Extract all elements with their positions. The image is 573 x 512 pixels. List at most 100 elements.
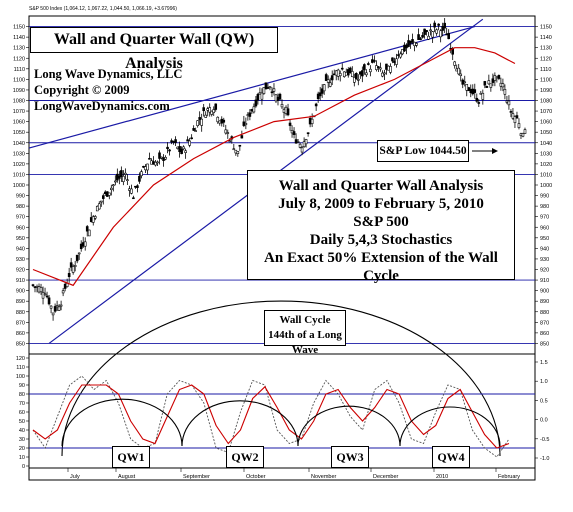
- info-line-2: July 8, 2009 to February 5, 2010: [278, 196, 484, 212]
- price-tick-label-left: 1050: [13, 130, 25, 136]
- price-candle: [338, 73, 342, 77]
- price-candle: [95, 206, 99, 212]
- price-candle: [503, 89, 507, 95]
- price-tick-label-right: 1070: [540, 109, 552, 115]
- price-candle: [150, 160, 153, 165]
- stoch-tick-label-right: -0.5: [540, 437, 549, 443]
- analysis-info-box: Wall and Quarter Wall Analysis July 8, 2…: [247, 170, 515, 284]
- stoch-tick-label: 50: [19, 419, 25, 425]
- price-tick-label-left: 910: [16, 278, 25, 284]
- price-candle: [469, 88, 473, 94]
- price-candle: [437, 23, 440, 26]
- price-tick-label-left: 1010: [13, 172, 25, 178]
- price-candle: [298, 143, 302, 148]
- price-candle: [148, 157, 151, 160]
- price-candle: [391, 57, 394, 62]
- price-candle: [509, 111, 513, 113]
- price-candle: [507, 100, 511, 106]
- price-candle: [290, 130, 294, 134]
- price-candle: [401, 49, 404, 55]
- price-candle: [387, 65, 390, 71]
- stoch-tick-label: 0: [22, 464, 25, 470]
- price-candle: [87, 229, 91, 237]
- price-tick-label-right: 1140: [540, 35, 552, 41]
- qw4-label: QW4: [432, 446, 470, 468]
- price-tick-label-right: 870: [540, 320, 549, 326]
- stoch-tick-label-right: 1.0: [540, 379, 548, 385]
- price-candle: [186, 139, 189, 142]
- price-candle: [160, 156, 163, 159]
- stoch-tick-label-right: 0.5: [540, 398, 548, 404]
- price-candle: [146, 163, 149, 171]
- price-candle: [455, 68, 459, 72]
- price-tick-label-left: 1040: [13, 141, 25, 147]
- price-tick-label-right: 900: [540, 289, 549, 295]
- upper-trendline: [28, 25, 475, 149]
- price-candle: [206, 108, 210, 111]
- price-candle: [130, 188, 133, 194]
- price-candle: [288, 122, 292, 126]
- price-candle: [166, 146, 169, 150]
- month-label: September: [183, 474, 210, 480]
- price-candle: [433, 22, 436, 28]
- price-candle: [55, 305, 59, 308]
- price-candle: [93, 216, 97, 219]
- price-tick-label-right: 860: [540, 331, 549, 337]
- price-candle: [395, 58, 398, 65]
- price-candle: [176, 146, 179, 149]
- price-candle: [521, 133, 525, 137]
- wall-cycle-line-1: Wall Cycle: [279, 314, 331, 326]
- price-candle: [136, 185, 139, 188]
- price-candle: [463, 81, 467, 84]
- price-tick-label-left: 870: [16, 320, 25, 326]
- price-candle: [342, 71, 346, 77]
- price-candle: [302, 141, 306, 148]
- price-candle: [43, 293, 47, 296]
- price-candle: [152, 161, 155, 165]
- price-tick-label-right: 1050: [540, 130, 552, 136]
- stochastic-slow-line: [32, 384, 510, 449]
- price-candle: [361, 70, 364, 77]
- price-candle: [318, 92, 322, 97]
- stoch-tick-label: 80: [19, 392, 25, 398]
- price-candle: [363, 64, 366, 71]
- price-candle: [306, 132, 310, 135]
- price-tick-label-left: 970: [16, 215, 25, 221]
- price-candle: [280, 104, 284, 108]
- price-tick-label-right: 1060: [540, 120, 552, 126]
- price-candle: [330, 75, 334, 81]
- price-tick-label-left: 860: [16, 331, 25, 337]
- credit-website: LongWaveDynamics.com: [34, 99, 170, 113]
- price-candle: [63, 283, 67, 289]
- price-candle: [75, 254, 79, 262]
- quarter-wall-arc-4: [399, 406, 501, 447]
- price-tick-label-right: 990: [540, 194, 549, 200]
- stoch-tick-label: 110: [16, 365, 25, 371]
- quarter-wall-arc-1: [61, 398, 183, 447]
- price-candle: [445, 33, 448, 36]
- price-candle: [51, 312, 55, 316]
- price-candle: [453, 61, 457, 66]
- price-candle: [57, 306, 61, 311]
- price-candle: [473, 89, 477, 93]
- price-candle: [481, 92, 485, 100]
- price-tick-label-right: 1150: [540, 25, 552, 31]
- price-candle: [389, 66, 392, 73]
- price-candle: [427, 35, 430, 40]
- qw1-label: QW1: [112, 446, 150, 468]
- price-candle: [417, 34, 420, 40]
- price-candle: [371, 59, 374, 63]
- price-tick-label-left: 1070: [13, 109, 25, 115]
- price-candle: [79, 243, 83, 250]
- price-candle: [365, 72, 368, 76]
- price-tick-label-right: 1080: [540, 99, 552, 105]
- price-candle: [238, 144, 242, 147]
- credit-copyright: Copyright © 2009: [34, 83, 130, 97]
- price-candle: [407, 40, 410, 47]
- price-candle: [214, 103, 218, 110]
- price-candle: [192, 128, 195, 131]
- price-candle: [99, 200, 103, 203]
- price-tick-label-left: 1140: [13, 35, 25, 41]
